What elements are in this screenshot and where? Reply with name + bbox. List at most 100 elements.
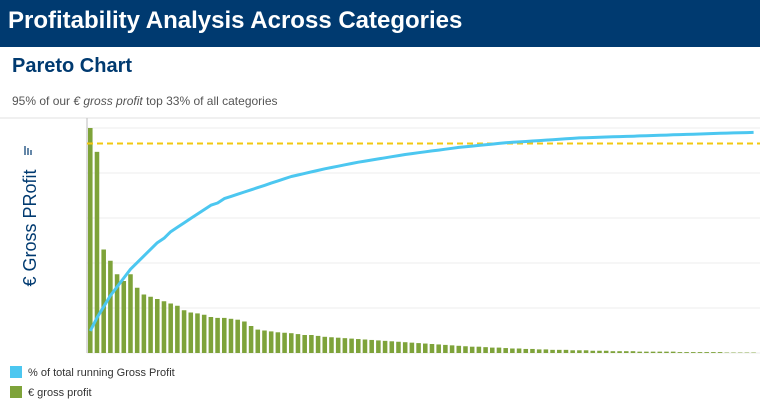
bar	[543, 349, 549, 353]
page-title: Profitability Analysis Across Categories	[8, 7, 462, 34]
bar	[664, 351, 669, 353]
bar	[476, 346, 482, 353]
legend-swatch	[10, 386, 22, 398]
bar	[711, 352, 716, 353]
bar	[637, 351, 642, 353]
bar	[255, 329, 261, 353]
bar	[114, 274, 120, 353]
bar	[315, 335, 321, 353]
legend-label: % of total running Gross Profit	[28, 367, 175, 379]
bar	[557, 349, 562, 353]
bar	[282, 332, 287, 353]
bar	[443, 344, 448, 353]
bar	[490, 347, 495, 353]
bar	[583, 350, 589, 353]
bar	[630, 351, 636, 353]
bar	[684, 352, 689, 353]
bar	[389, 341, 395, 353]
bar	[590, 350, 596, 353]
bar	[295, 334, 301, 353]
bar	[175, 305, 180, 353]
bar	[597, 350, 602, 353]
bar	[108, 260, 113, 353]
y-axis-label: € Gross PRofit	[20, 169, 40, 286]
bar	[195, 313, 200, 353]
bar	[463, 346, 468, 353]
bar	[134, 287, 140, 353]
bar	[94, 151, 100, 353]
bar	[563, 349, 569, 353]
bar	[335, 337, 341, 353]
bar	[402, 342, 408, 353]
bar	[376, 340, 381, 353]
bar	[188, 312, 194, 353]
bar	[201, 314, 207, 353]
bar	[670, 351, 676, 353]
bar	[717, 352, 723, 353]
bar	[523, 348, 529, 353]
filter-icon	[24, 146, 32, 155]
bar	[262, 330, 267, 353]
bar	[644, 351, 649, 353]
bar	[322, 336, 328, 353]
bar	[456, 345, 462, 353]
bar	[436, 344, 441, 353]
bar	[121, 281, 127, 353]
bar	[128, 274, 133, 353]
plot	[86, 118, 760, 354]
bar	[208, 317, 214, 353]
bar	[550, 349, 555, 353]
bar	[617, 351, 622, 353]
bar	[691, 352, 696, 353]
bar	[329, 337, 334, 353]
bar	[148, 296, 153, 353]
bar	[242, 321, 247, 353]
bar	[496, 347, 502, 353]
bar	[302, 335, 307, 353]
bar	[704, 352, 709, 353]
bar	[610, 351, 616, 353]
bar	[429, 344, 435, 353]
bar	[181, 310, 187, 353]
bar	[503, 348, 508, 353]
bar	[88, 128, 93, 353]
bar	[369, 339, 374, 353]
bar	[161, 301, 167, 353]
header-bar	[0, 0, 760, 47]
bar	[222, 317, 227, 353]
subtitle: 95% of our € gross profit top 33% of all…	[12, 94, 278, 108]
bar	[141, 294, 147, 353]
bar	[603, 350, 609, 353]
subtitle-part: € gross profit	[73, 94, 143, 108]
bar	[275, 332, 281, 353]
bar	[168, 303, 173, 353]
bar	[356, 339, 361, 353]
bar	[228, 318, 234, 353]
bar	[483, 347, 488, 353]
bar	[248, 326, 254, 353]
bar	[577, 350, 582, 353]
bar	[536, 349, 542, 353]
subtitle-part: 95% of our	[12, 94, 73, 108]
cumulative-line	[88, 130, 754, 332]
bar	[416, 343, 421, 353]
bar	[268, 331, 274, 353]
bar	[570, 350, 575, 353]
bar	[510, 348, 515, 353]
bar	[423, 343, 428, 353]
bar	[396, 341, 401, 353]
bar	[657, 351, 663, 353]
bar	[342, 338, 348, 353]
bar	[235, 319, 240, 353]
bar	[469, 346, 475, 353]
bar	[650, 351, 656, 353]
legend: % of total running Gross Profit € gross p…	[10, 366, 175, 399]
bar	[289, 333, 294, 353]
bar	[530, 348, 535, 353]
bar	[697, 352, 703, 353]
bar	[349, 338, 354, 353]
subtitle-part: top 33% of all categories	[143, 94, 278, 108]
bar	[677, 352, 683, 353]
bar	[362, 339, 368, 353]
bar	[215, 317, 220, 353]
